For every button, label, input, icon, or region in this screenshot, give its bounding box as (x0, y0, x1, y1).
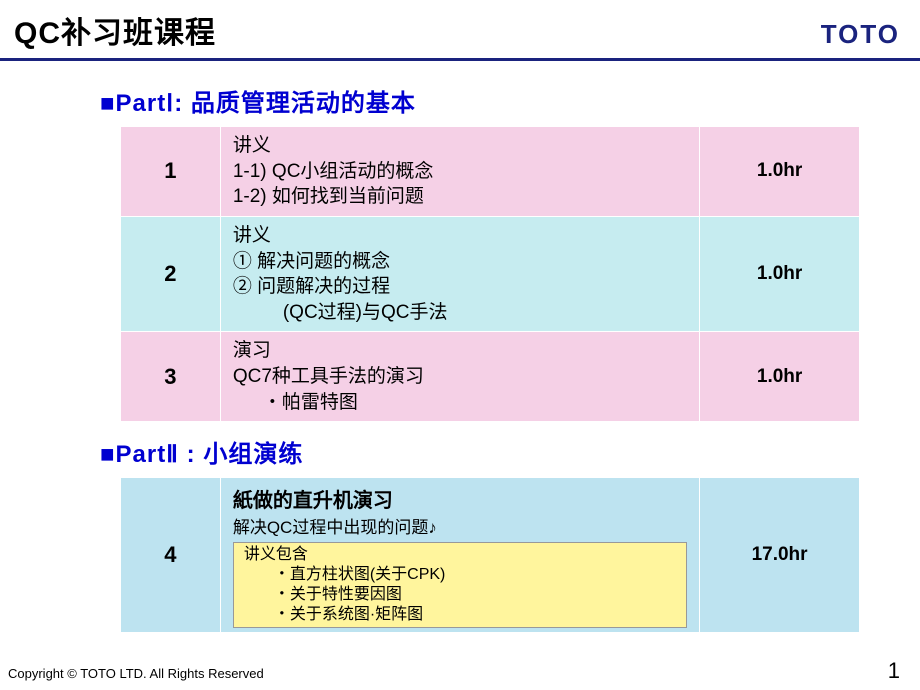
page-title: QC补习班课程 (14, 8, 216, 52)
copyright-text: Copyright © TOTO LTD. All Rights Reserve… (8, 666, 264, 681)
table-row: 1 讲义 1-1) QC小组活动的概念 1-2) 如何找到当前问题 1.0hr (121, 127, 860, 217)
row-hours: 1.0hr (700, 127, 860, 217)
yellow-note-box: 讲义包含 ・直方柱状图(关于CPK) ・关于特性要因图 ・关于系统图·矩阵图 (233, 542, 687, 628)
yellow-item: ・关于特性要因图 (244, 585, 676, 605)
content-area: ■PartⅠ: 品质管理活动的基本 1 讲义 1-1) QC小组活动的概念 1-… (0, 61, 920, 633)
row-number: 2 (121, 216, 221, 332)
part1-table: 1 讲义 1-1) QC小组活动的概念 1-2) 如何找到当前问题 1.0hr … (120, 126, 860, 422)
yellow-item: ・关于系统图·矩阵图 (244, 605, 676, 625)
part2-table: 4 紙做的直升机演习 解决QC过程中出现的问题♪ 讲义包含 ・直方柱状图(关于C… (120, 477, 860, 633)
part2-title: ■PartⅡ : 小组演练 (100, 434, 880, 469)
row4-subtitle: 解决QC过程中出现的问题♪ (233, 513, 687, 538)
yellow-item: ・直方柱状图(关于CPK) (244, 565, 676, 585)
row4-title: 紙做的直升机演习 (233, 484, 687, 513)
row-desc: 讲义 ① 解决问题的概念 ② 问题解决的过程 (QC过程)与QC手法 (220, 216, 699, 332)
row-number: 1 (121, 127, 221, 217)
row-desc: 讲义 1-1) QC小组活动的概念 1-2) 如何找到当前问题 (220, 127, 699, 217)
footer-bar: Copyright © TOTO LTD. All Rights Reserve… (8, 658, 900, 684)
row-desc: 紙做的直升机演习 解决QC过程中出现的问题♪ 讲义包含 ・直方柱状图(关于CPK… (220, 478, 699, 633)
row-number: 3 (121, 332, 221, 422)
row-hours: 1.0hr (700, 216, 860, 332)
row-hours: 17.0hr (700, 478, 860, 633)
row-desc: 演习 QC7种工具手法的演习 ・帕雷特图 (220, 332, 699, 422)
row-number: 4 (121, 478, 221, 633)
part1-title: ■PartⅠ: 品质管理活动的基本 (100, 83, 880, 118)
row-hours: 1.0hr (700, 332, 860, 422)
page-number: 1 (888, 658, 900, 684)
header-bar: QC补习班课程 TOTO (0, 0, 920, 61)
table-row: 3 演习 QC7种工具手法的演习 ・帕雷特图 1.0hr (121, 332, 860, 422)
table-row: 4 紙做的直升机演习 解决QC过程中出现的问题♪ 讲义包含 ・直方柱状图(关于C… (121, 478, 860, 633)
yellow-header: 讲义包含 (244, 546, 308, 563)
table-row: 2 讲义 ① 解决问题的概念 ② 问题解决的过程 (QC过程)与QC手法 1.0… (121, 216, 860, 332)
brand-logo: TOTO (821, 19, 900, 50)
